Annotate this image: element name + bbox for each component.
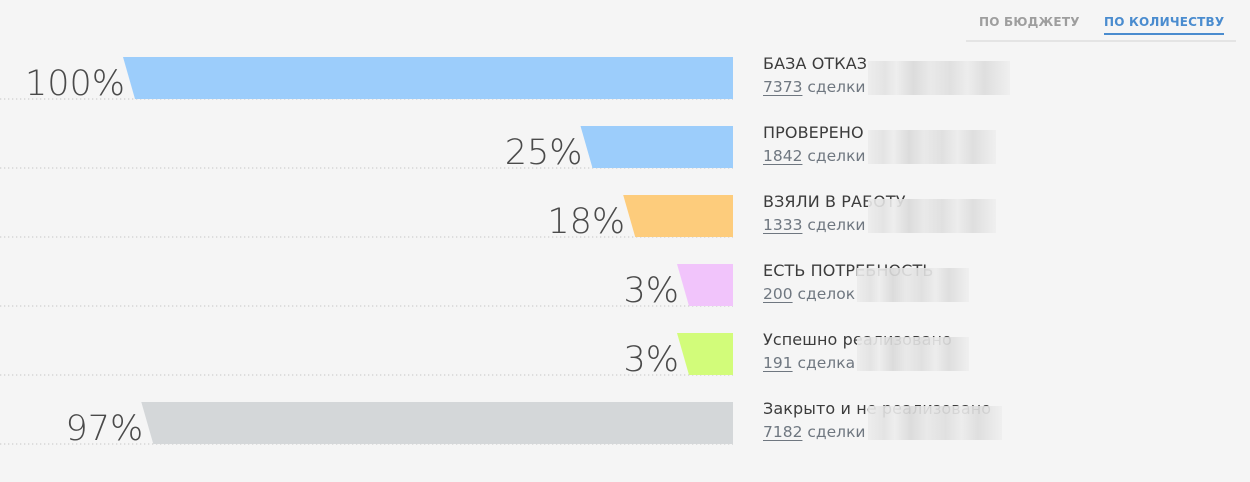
deal-count-link[interactable]: 7182 [763, 423, 803, 441]
redacted-amount [867, 406, 1002, 440]
deal-count-link[interactable]: 7373 [763, 78, 803, 96]
stage-label: ПРОВЕРЕНО 1842 сделки [763, 123, 1083, 179]
stage-deals: 1842 сделки [763, 130, 1083, 165]
stage-label: ЕСТЬ ПОТРЕБНОСТЬ 200 сделок [763, 261, 1083, 317]
percent-label: 3% [623, 271, 679, 311]
percent-label: 100% [25, 64, 125, 104]
deal-count-unit: сделок [797, 285, 856, 303]
stage-label: ВЗЯЛИ В РАБОТУ 1333 сделки [763, 192, 1083, 248]
funnel-bar[interactable] [123, 57, 733, 99]
stage-name: ПРОВЕРЕНО [763, 123, 864, 142]
stage-deals: 200 сделок [763, 268, 1083, 303]
percent-label: 25% [505, 133, 583, 173]
percent-label: 3% [623, 340, 679, 380]
deal-count-unit: сделка [797, 354, 856, 372]
stage-label: БАЗА ОТКАЗ 7373 сделки [763, 54, 1083, 110]
view-toggle: ПО БЮДЖЕТУ ПО КОЛИЧЕСТВУ [966, 0, 1236, 42]
funnel-bar[interactable] [580, 126, 734, 168]
stage-deals: 7182 сделки [763, 406, 1083, 441]
funnel-bar[interactable] [677, 333, 733, 375]
deal-count-link[interactable]: 1842 [763, 147, 803, 165]
redacted-amount [867, 130, 996, 164]
percent-label: 97% [66, 409, 144, 449]
deal-count-unit: сделки [807, 216, 866, 234]
stage-label: Закрыто и не реализовано7182 сделки [763, 399, 1083, 455]
redacted-amount [867, 199, 996, 233]
redacted-amount [857, 337, 970, 371]
deal-count-unit: сделки [807, 423, 866, 441]
stage-deals: 7373 сделки [763, 61, 1083, 96]
redacted-amount [867, 61, 1010, 95]
deal-count-link[interactable]: 1333 [763, 216, 803, 234]
redacted-amount [857, 268, 970, 302]
stage-deals: 1333 сделки [763, 199, 1083, 234]
stage-label: Успешно реализовано191 сделка [763, 330, 1083, 386]
funnel-bar[interactable] [677, 264, 733, 306]
deal-count-unit: сделки [807, 78, 866, 96]
percent-label: 18% [547, 202, 625, 242]
stage-name: БАЗА ОТКАЗ [763, 54, 868, 73]
stage-deals: 191 сделка [763, 337, 1083, 372]
deal-count-unit: сделки [807, 147, 866, 165]
deal-count-link[interactable]: 200 [763, 285, 793, 303]
funnel-bar[interactable] [623, 195, 733, 237]
tab-by-count[interactable]: ПО КОЛИЧЕСТВУ [1104, 15, 1225, 35]
deal-count-link[interactable]: 191 [763, 354, 793, 372]
funnel-bar[interactable] [141, 402, 734, 444]
tab-by-budget[interactable]: ПО БЮДЖЕТУ [979, 15, 1080, 29]
